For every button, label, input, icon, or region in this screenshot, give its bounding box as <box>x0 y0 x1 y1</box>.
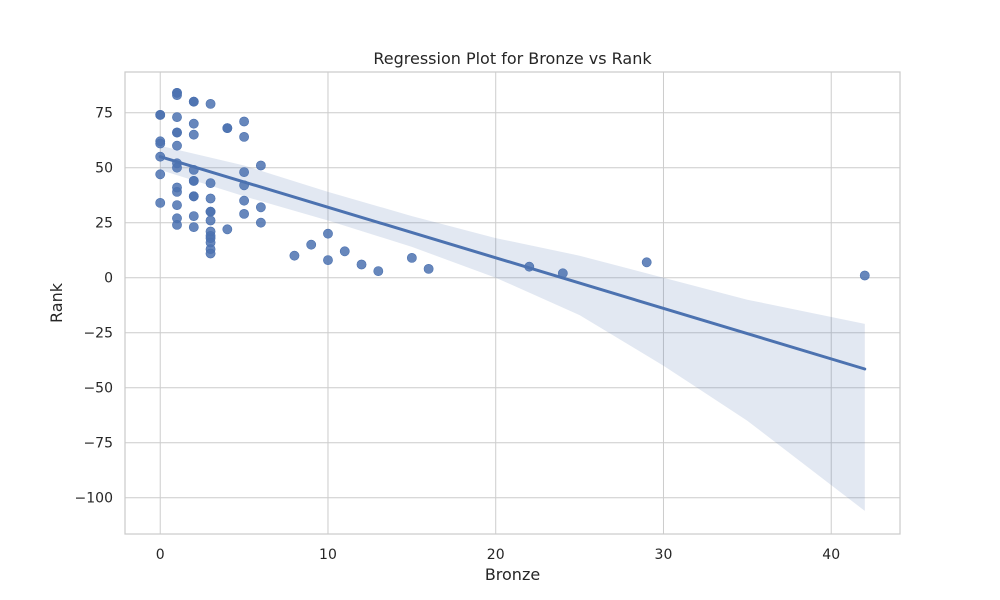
data-point <box>155 151 166 162</box>
data-point <box>239 167 250 177</box>
y-tick-label: −100 <box>75 491 113 507</box>
data-point <box>172 140 182 151</box>
data-point <box>205 248 216 259</box>
y-tick-label: 75 <box>95 106 113 122</box>
data-point <box>239 195 250 206</box>
regression-line <box>158 155 867 371</box>
data-point <box>205 206 216 217</box>
data-point <box>172 219 182 230</box>
x-axis-label: Bronze <box>485 565 540 584</box>
x-tick-labels: 0 10 20 30 40 <box>156 547 840 563</box>
data-point <box>205 215 216 226</box>
x-tick-label: 40 <box>822 547 840 563</box>
data-point <box>289 250 300 261</box>
confidence-band <box>160 145 865 511</box>
data-point <box>239 208 250 219</box>
data-point <box>255 160 266 171</box>
data-point <box>172 162 182 173</box>
x-tick-label: 0 <box>156 547 165 563</box>
data-point <box>155 197 166 208</box>
data-point <box>859 270 870 281</box>
x-tick-label: 30 <box>655 547 673 563</box>
data-point <box>172 182 182 193</box>
data-point <box>172 90 182 100</box>
data-point <box>557 268 568 279</box>
data-point <box>222 224 233 235</box>
data-point <box>205 99 216 109</box>
y-tick-label: −75 <box>83 436 113 452</box>
data-point <box>188 118 199 129</box>
data-point <box>306 239 317 250</box>
grid-lines <box>125 72 900 534</box>
plot-frame <box>124 71 901 535</box>
data-point <box>239 131 250 142</box>
data-point <box>172 200 182 210</box>
data-point <box>188 96 199 107</box>
data-point <box>239 180 250 191</box>
data-point <box>188 164 199 175</box>
data-point <box>205 193 216 204</box>
data-point <box>406 252 417 263</box>
data-point <box>323 255 333 265</box>
y-tick-label: 25 <box>95 216 113 232</box>
y-tick-label: −25 <box>83 326 113 342</box>
data-point <box>155 138 166 149</box>
regression-line-layer <box>158 155 867 371</box>
data-point <box>255 202 266 213</box>
data-point <box>339 246 350 257</box>
data-point <box>524 261 535 272</box>
data-point <box>205 178 216 188</box>
data-point <box>188 191 199 202</box>
data-point <box>356 259 367 270</box>
data-point <box>255 217 266 228</box>
data-point <box>423 263 434 274</box>
data-point <box>172 112 182 122</box>
y-tick-label: −50 <box>83 381 113 397</box>
data-point <box>188 129 199 140</box>
data-point <box>641 257 652 268</box>
data-point <box>188 175 199 186</box>
y-tick-label: 50 <box>95 161 113 177</box>
data-point <box>188 211 199 221</box>
confidence-band-layer <box>160 145 865 511</box>
data-point <box>239 116 250 127</box>
chart-title: Regression Plot for Bronze vs Rank <box>373 49 652 68</box>
x-tick-label: 20 <box>487 547 505 563</box>
y-tick-labels: −100 −75 −50 −25 0 25 50 75 <box>75 106 113 507</box>
data-point <box>373 266 384 276</box>
data-point <box>155 110 166 120</box>
data-point <box>188 222 199 232</box>
y-tick-label: 0 <box>104 271 113 287</box>
scatter-points <box>155 88 870 281</box>
data-point <box>222 123 233 134</box>
data-point <box>155 169 166 180</box>
y-axis-label: Rank <box>47 282 66 323</box>
x-tick-label: 10 <box>319 547 337 563</box>
data-point <box>172 127 182 138</box>
data-point <box>323 228 333 239</box>
